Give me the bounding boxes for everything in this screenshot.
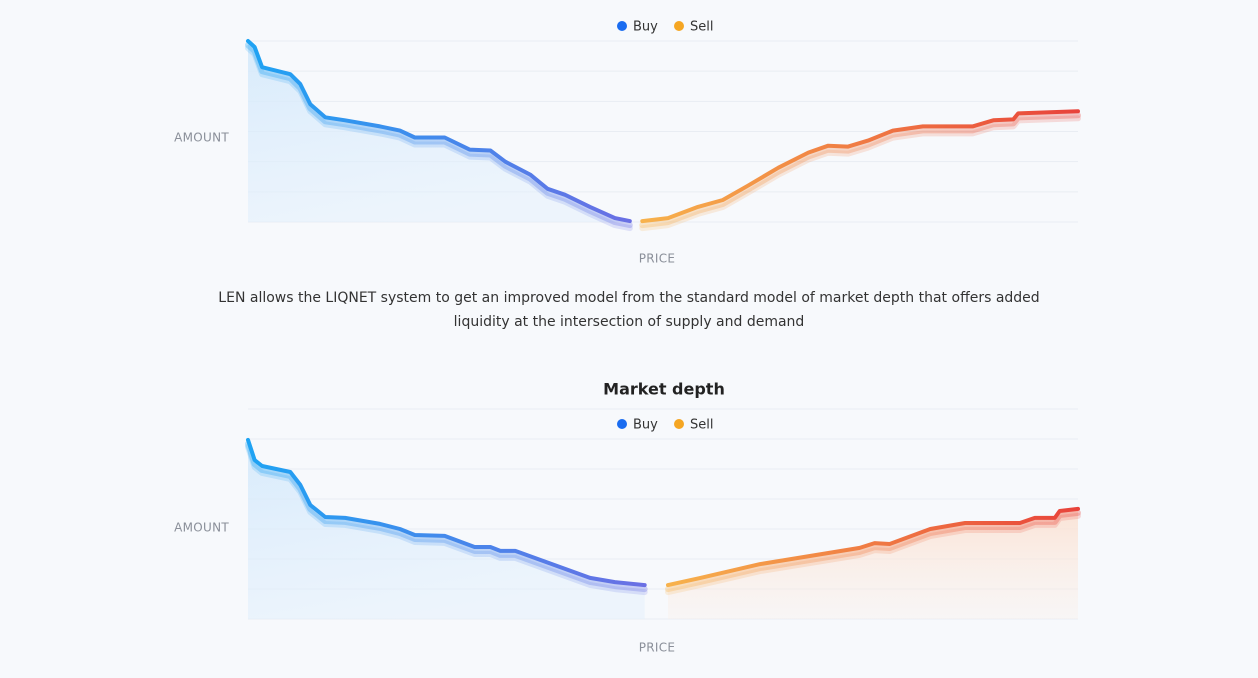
line [666, 506, 1080, 588]
area [667, 508, 1078, 619]
description: LEN allows the LIQNET system to get an i… [218, 290, 1040, 330]
line-shadow-group [245, 440, 648, 593]
line [246, 437, 647, 588]
line-shadow [639, 115, 1081, 232]
area [248, 439, 645, 619]
area [248, 41, 630, 222]
line-shadow [665, 509, 1081, 593]
x-axis-label: PRICE [639, 641, 676, 655]
line-shadow [639, 112, 1081, 229]
legend-label: Buy [633, 20, 658, 35]
y-axis-label: AMOUNT [174, 131, 229, 145]
legend-marker [674, 419, 684, 429]
legend-label: Buy [633, 418, 658, 433]
y-axis-label: AMOUNT [174, 521, 229, 535]
legend-marker [617, 419, 627, 429]
line-shadow [245, 42, 633, 229]
line [640, 109, 1080, 224]
legend-marker [617, 21, 627, 31]
line-shadow-group [639, 112, 1081, 229]
legend-marker [674, 21, 684, 31]
legend-label: Sell [690, 418, 713, 433]
line-shadow-group [639, 115, 1081, 232]
line-shadow-group [665, 509, 1081, 593]
x-axis-label: PRICE [639, 252, 676, 266]
line-shadow-group [245, 42, 633, 229]
legend-label: Sell [690, 20, 713, 35]
line-shadow [245, 440, 648, 593]
chart-title: Market depth [603, 380, 725, 399]
line [246, 39, 632, 224]
